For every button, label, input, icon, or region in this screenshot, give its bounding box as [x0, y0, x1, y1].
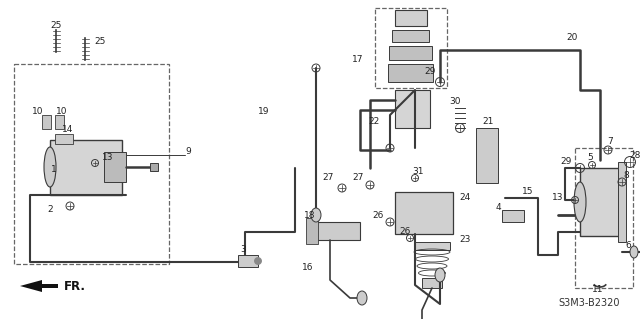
Text: 18: 18 [304, 211, 316, 219]
Bar [14, 64, 169, 264]
Circle shape [255, 257, 262, 264]
Text: 27: 27 [352, 174, 364, 182]
Text: 30: 30 [449, 98, 461, 107]
Text: 22: 22 [369, 117, 380, 127]
Bar [414, 242, 450, 250]
Bar [502, 210, 524, 222]
Bar [104, 152, 126, 182]
Text: 23: 23 [460, 235, 470, 244]
Text: 7: 7 [607, 137, 613, 146]
Bar [392, 30, 429, 42]
Text: 13: 13 [102, 153, 114, 162]
Bar [422, 278, 442, 288]
Text: 29: 29 [424, 68, 436, 77]
Text: 6: 6 [625, 241, 631, 250]
Bar [388, 64, 433, 82]
Text: 2: 2 [47, 205, 53, 214]
Text: 9: 9 [185, 147, 191, 157]
Text: 27: 27 [323, 174, 333, 182]
Ellipse shape [311, 208, 321, 222]
Text: 1: 1 [51, 166, 57, 174]
Text: 10: 10 [32, 108, 44, 116]
Text: 21: 21 [483, 117, 493, 127]
Bar [395, 10, 427, 26]
Bar [389, 46, 432, 60]
Text: 28: 28 [629, 151, 640, 160]
Bar [238, 255, 258, 267]
Bar [55, 134, 73, 144]
Text: 16: 16 [302, 263, 314, 272]
Bar [575, 148, 633, 288]
Text: 15: 15 [522, 188, 534, 197]
Ellipse shape [630, 246, 638, 258]
Bar [306, 218, 318, 244]
Text: 19: 19 [259, 108, 269, 116]
Text: S3M3-B2320: S3M3-B2320 [559, 298, 620, 308]
Text: 4: 4 [495, 204, 501, 212]
Ellipse shape [435, 268, 445, 282]
Text: 31: 31 [412, 167, 424, 176]
Text: 25: 25 [94, 38, 106, 47]
Bar [618, 162, 626, 242]
Text: 17: 17 [352, 56, 364, 64]
Ellipse shape [357, 291, 367, 305]
Bar [395, 192, 453, 234]
Bar [50, 140, 122, 195]
Bar [150, 163, 158, 171]
Bar [476, 128, 498, 183]
Bar [55, 115, 64, 129]
Bar [312, 222, 360, 240]
Text: 14: 14 [62, 125, 74, 135]
Bar [580, 168, 622, 236]
Text: 8: 8 [623, 170, 629, 180]
Polygon shape [20, 280, 58, 292]
Text: 20: 20 [566, 33, 578, 42]
Text: 26: 26 [399, 227, 411, 236]
Text: 24: 24 [460, 194, 470, 203]
Text: 11: 11 [592, 286, 604, 294]
Ellipse shape [44, 147, 56, 187]
Text: 26: 26 [372, 211, 384, 219]
Text: 29: 29 [560, 158, 572, 167]
Text: 5: 5 [587, 153, 593, 162]
Ellipse shape [574, 182, 586, 222]
Text: 13: 13 [552, 194, 564, 203]
Text: 10: 10 [56, 108, 68, 116]
Bar [395, 90, 430, 128]
Text: 3: 3 [240, 246, 246, 255]
Bar [375, 8, 447, 88]
Text: 25: 25 [51, 21, 61, 31]
Text: FR.: FR. [64, 279, 86, 293]
Bar [42, 115, 51, 129]
